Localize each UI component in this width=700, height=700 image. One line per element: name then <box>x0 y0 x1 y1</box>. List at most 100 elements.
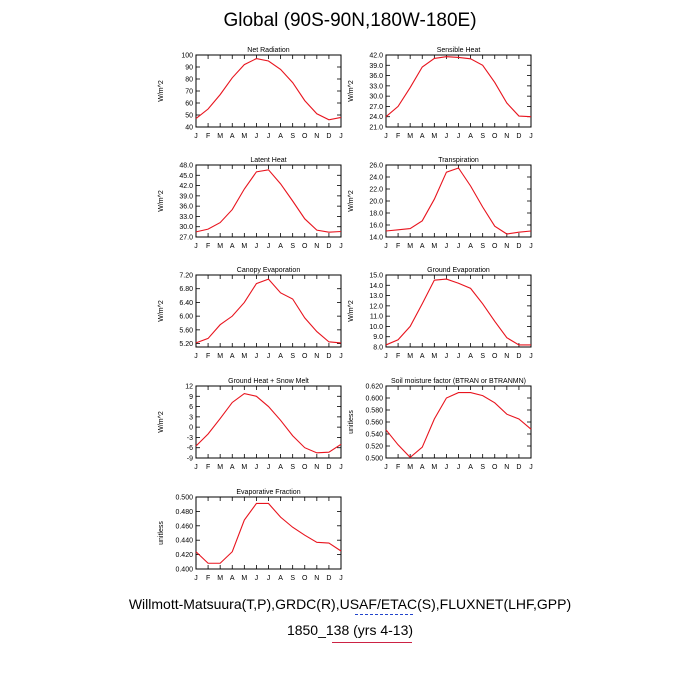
x-tick-label: J <box>457 353 461 360</box>
x-tick-label: N <box>314 464 319 471</box>
x-tick-label: N <box>314 575 319 582</box>
x-tick-label: J <box>255 353 259 360</box>
x-tick-label: N <box>504 353 509 360</box>
panel-title: Canopy Evaporation <box>237 267 301 274</box>
x-tick-label: J <box>339 243 343 250</box>
series-line <box>195 392 342 454</box>
y-tick-label: 0.500 <box>365 456 383 463</box>
series-line <box>195 502 342 564</box>
y-axis-label: W/m^2 <box>348 190 355 212</box>
x-tick-label: A <box>420 353 425 360</box>
x-tick-label: J <box>529 464 533 471</box>
x-tick-label: O <box>302 133 308 140</box>
x-tick-label: A <box>468 243 473 250</box>
y-tick-label: 6.00 <box>179 314 193 321</box>
x-tick-label: J <box>255 575 259 582</box>
x-tick-label: J <box>529 243 533 250</box>
y-tick-label: 0.520 <box>365 444 383 451</box>
x-tick-label: M <box>407 133 413 140</box>
panel-title: Soil moisture factor (BTRAN or BTRANMN) <box>391 378 526 385</box>
y-axis-label: unitless <box>158 521 165 545</box>
x-tick-label: S <box>480 133 485 140</box>
x-tick-label: N <box>314 243 319 250</box>
x-tick-label: J <box>255 133 259 140</box>
x-tick-label: J <box>267 133 271 140</box>
panel-title: Latent Heat <box>250 157 286 164</box>
y-tick-label: 24.0 <box>369 114 383 121</box>
x-tick-label: D <box>326 243 331 250</box>
y-tick-label: 8.0 <box>373 345 383 352</box>
y-axis-label: W/m^2 <box>158 411 165 433</box>
y-tick-label: 80 <box>185 77 193 84</box>
x-tick-label: M <box>431 243 437 250</box>
y-axis-label: unitless <box>348 410 355 434</box>
x-tick-label: F <box>206 133 210 140</box>
y-tick-label: 30.0 <box>369 94 383 101</box>
y-tick-label: 6.80 <box>179 286 193 293</box>
x-tick-label: J <box>194 464 198 471</box>
x-tick-label: J <box>445 133 449 140</box>
x-tick-label: M <box>241 464 247 471</box>
x-tick-label: M <box>241 133 247 140</box>
x-tick-label: F <box>206 353 210 360</box>
x-tick-label: M <box>431 464 437 471</box>
x-tick-label: M <box>217 243 223 250</box>
y-tick-label: 33.0 <box>369 83 383 90</box>
y-tick-label: 5.20 <box>179 341 193 348</box>
x-tick-label: A <box>278 133 283 140</box>
x-tick-label: J <box>339 464 343 471</box>
x-tick-label: M <box>241 353 247 360</box>
y-tick-label: 39.0 <box>369 63 383 70</box>
y-tick-label: 60 <box>185 101 193 108</box>
y-tick-label: 9.0 <box>373 334 383 341</box>
x-tick-label: O <box>302 353 308 360</box>
y-tick-label: 42.0 <box>179 183 193 190</box>
x-tick-label: J <box>194 575 198 582</box>
y-tick-label: 33.0 <box>179 214 193 221</box>
plot-frame <box>385 274 532 348</box>
plot-frame <box>195 496 342 570</box>
x-tick-label: D <box>326 353 331 360</box>
x-tick-label: J <box>457 243 461 250</box>
x-tick-label: F <box>396 464 400 471</box>
x-tick-label: J <box>339 133 343 140</box>
x-tick-label: A <box>420 464 425 471</box>
x-tick-label: M <box>241 575 247 582</box>
x-tick-label: J <box>267 243 271 250</box>
y-tick-label: 24.0 <box>369 175 383 182</box>
x-tick-label: D <box>326 464 331 471</box>
x-tick-label: J <box>384 133 388 140</box>
x-tick-label: M <box>241 243 247 250</box>
x-tick-label: F <box>206 243 210 250</box>
x-tick-label: J <box>445 243 449 250</box>
y-tick-label: 22.0 <box>369 187 383 194</box>
plot-frame <box>195 274 342 348</box>
x-tick-label: D <box>516 243 521 250</box>
x-tick-label: A <box>230 353 235 360</box>
x-tick-label: F <box>396 243 400 250</box>
x-tick-label: O <box>492 133 498 140</box>
x-tick-label: J <box>267 353 271 360</box>
x-tick-label: M <box>217 133 223 140</box>
x-tick-label: A <box>468 133 473 140</box>
y-axis-label: W/m^2 <box>158 80 165 102</box>
x-tick-label: F <box>396 353 400 360</box>
case-caption: 1850_138 (yrs 4-13) <box>286 622 414 638</box>
y-tick-label: 27.0 <box>179 235 193 242</box>
x-tick-label: M <box>407 464 413 471</box>
x-tick-label: J <box>255 243 259 250</box>
panel-title: Transpiration <box>438 157 479 164</box>
x-tick-label: J <box>384 464 388 471</box>
y-tick-label: 20.0 <box>369 199 383 206</box>
x-tick-label: J <box>384 353 388 360</box>
panel-title: Evaporative Fraction <box>236 489 300 496</box>
series-line <box>195 278 342 344</box>
x-tick-label: S <box>480 464 485 471</box>
x-tick-label: D <box>516 353 521 360</box>
x-tick-label: M <box>407 353 413 360</box>
panel-title: Net Radiation <box>247 47 290 54</box>
y-tick-label: 30.0 <box>179 224 193 231</box>
